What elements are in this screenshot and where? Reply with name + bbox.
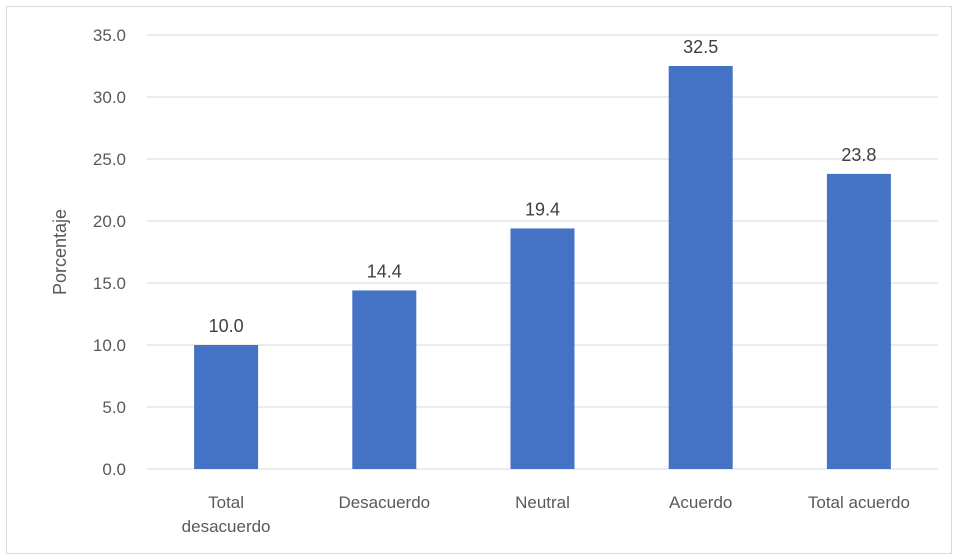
data-label: 14.4 [367,261,402,281]
x-tick-label: Total [208,493,244,512]
y-tick-labels: 0.0 5.0 10.0 15.0 20.0 25.0 30.0 35.0 [93,26,126,479]
bar [668,66,733,469]
y-tick-label: 15.0 [93,274,126,293]
y-axis-label: Porcentaje [50,209,70,295]
data-label: 32.5 [683,37,718,57]
bar [352,290,417,469]
grid-lines [147,34,938,470]
y-tick-label: 35.0 [93,26,126,45]
y-tick-label: 30.0 [93,88,126,107]
y-tick-label: 20.0 [93,212,126,231]
y-tick-label: 25.0 [93,150,126,169]
y-tick-label: 5.0 [102,398,126,417]
bars [194,66,891,469]
y-tick-label: 0.0 [102,460,126,479]
x-tick-labels: Total desacuerdo Desacuerdo Neutral Acuerdo T… [182,493,910,536]
bar [510,228,575,469]
x-tick-label: desacuerdo [182,517,271,536]
data-label: 10.0 [209,316,244,336]
data-labels: 10.0 14.4 19.4 32.5 23.8 [209,37,877,336]
data-label: 23.8 [841,145,876,165]
y-tick-label: 10.0 [93,336,126,355]
bar [194,345,259,469]
data-label: 19.4 [525,199,560,219]
x-tick-label: Total acuerdo [808,493,910,512]
x-tick-label: Desacuerdo [338,493,430,512]
bar [826,173,891,469]
x-tick-label: Acuerdo [669,493,732,512]
x-tick-label: Neutral [515,493,570,512]
